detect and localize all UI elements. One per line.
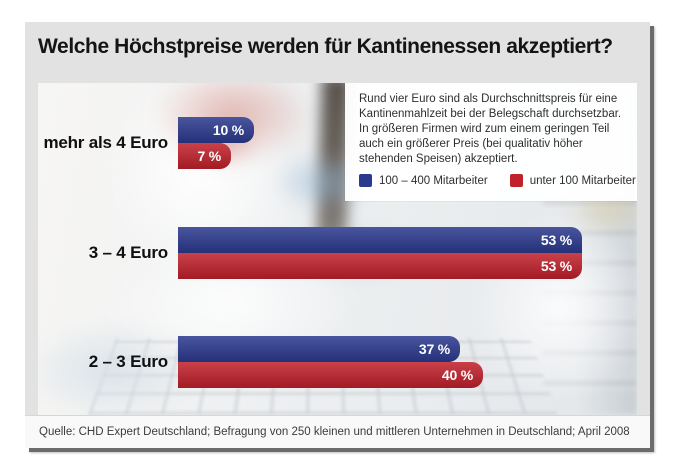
bar-red-2: 40 % (178, 362, 483, 388)
info-box: Rund vier Euro sind als Durchschnittspre… (345, 83, 637, 201)
bar-red-0: 7 % (178, 143, 231, 169)
legend: 100 – 400 Mitarbeiter unter 100 Mitarbei… (359, 174, 637, 187)
legend-item-blue: 100 – 400 Mitarbeiter (359, 174, 488, 187)
bar-value-label: 53 % (540, 232, 572, 248)
legend-label-blue: 100 – 400 Mitarbeiter (379, 174, 488, 187)
bar-chart: mehr als 4 Euro 10 % 7 % 3 – 4 Euro 53 % 53 %… (38, 83, 637, 415)
category-label: 2 – 3 Euro (88, 352, 168, 371)
source-note: Quelle: CHD Expert Deutschland; Befragun… (25, 415, 650, 448)
legend-swatch-blue (359, 174, 372, 187)
bar-value-label: 7 % (197, 148, 221, 164)
chart-title: Welche Höchstpreise werden für Kantinene… (38, 35, 613, 58)
bar-value-label: 53 % (540, 258, 572, 274)
bar-value-label: 40 % (441, 367, 473, 383)
bar-blue-2: 37 % (178, 336, 460, 362)
info-text: Rund vier Euro sind als Durchschnittspre… (359, 93, 622, 165)
bar-value-label: 10 % (212, 122, 244, 138)
legend-item-red: unter 100 Mitarbeiter (509, 174, 636, 187)
bar-value-label: 37 % (418, 341, 450, 357)
bar-red-1: 53 % (178, 253, 582, 279)
chart-panel: Welche Höchstpreise werden für Kantinene… (25, 22, 650, 448)
legend-swatch-red (509, 174, 523, 187)
bar-blue-1: 53 % (178, 227, 582, 253)
category-label: mehr als 4 Euro (43, 133, 168, 152)
legend-label-red: unter 100 Mitarbeiter (529, 174, 636, 187)
photo-background: mehr als 4 Euro 10 % 7 % 3 – 4 Euro 53 % 53 %… (38, 83, 637, 415)
bar-blue-0: 10 % (178, 117, 254, 143)
category-label: 3 – 4 Euro (88, 243, 168, 262)
